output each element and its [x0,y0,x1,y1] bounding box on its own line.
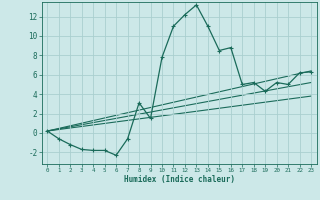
X-axis label: Humidex (Indice chaleur): Humidex (Indice chaleur) [124,175,235,184]
